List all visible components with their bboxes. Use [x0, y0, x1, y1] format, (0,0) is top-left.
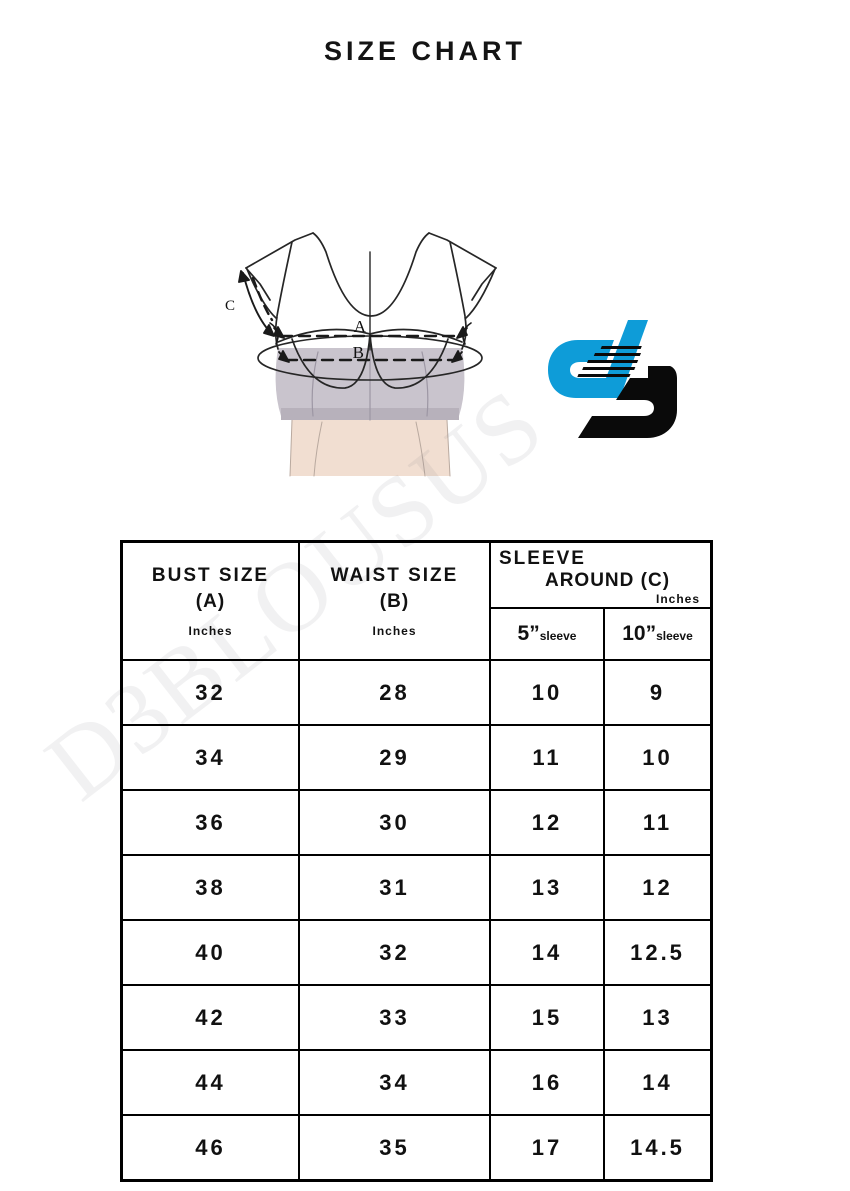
d3-blouse-logo: [536, 306, 686, 456]
logo-speed-stripes: [577, 346, 642, 377]
header-bust-units: Inches: [188, 623, 233, 638]
table-header-row: BUST SIZE (A) Inches WAIST SIZE (B) Inch…: [121, 541, 713, 661]
skin-fill: [290, 420, 450, 476]
sleeve-dashed-line: [251, 276, 274, 322]
table-row: 44 34 16 14: [121, 1049, 713, 1116]
cell-waist: 28: [298, 659, 491, 726]
header-sleeve-5in-value: 5”: [517, 622, 540, 645]
table-row: 38 31 13 12: [121, 854, 713, 921]
header-sleeve-around: SLEEVE AROUND (C) Inches: [488, 541, 713, 609]
cell-sleeve-10in: 11: [602, 789, 713, 856]
table-row: 40 32 14 12.5: [121, 919, 713, 986]
header-bust-main: BUST SIZE: [151, 565, 270, 587]
cell-sleeve-5in: 14: [489, 919, 605, 986]
table-row: 32 28 10 9: [121, 659, 713, 726]
header-bust-size: BUST SIZE (A) Inches: [121, 541, 300, 661]
page-title: SIZE CHART: [324, 36, 526, 66]
table-subheader-row: 5”sleeve 10”sleeve: [122, 607, 713, 661]
cell-sleeve-5in: 13: [489, 854, 605, 921]
size-chart-table: BUST SIZE (A) Inches WAIST SIZE (B) Inch…: [119, 540, 714, 1182]
header-bust-paren: (A): [195, 591, 226, 613]
cell-sleeve-5in: 11: [489, 724, 605, 791]
cell-bust: 46: [121, 1114, 300, 1181]
header-sleeve-10in-label: sleeve: [656, 629, 693, 643]
header-sleeve-10in: 10”sleeve: [602, 607, 713, 661]
table-row: 36 30 12 11: [121, 789, 713, 856]
cell-sleeve-10in: 12.5: [602, 919, 713, 986]
cell-sleeve-5in: 15: [489, 984, 605, 1051]
header-waist-main: WAIST SIZE: [330, 565, 459, 587]
cell-bust: 38: [121, 854, 300, 921]
label-C: C: [225, 298, 235, 314]
cell-sleeve-10in: 12: [602, 854, 713, 921]
label-B: B: [353, 343, 364, 362]
cell-waist: 34: [298, 1049, 491, 1116]
cell-waist: 32: [298, 919, 491, 986]
cell-waist: 35: [298, 1114, 491, 1181]
cell-waist: 30: [298, 789, 491, 856]
label-A: A: [354, 317, 367, 336]
logo-black-shape: [578, 366, 677, 438]
cell-sleeve-5in: 17: [489, 1114, 605, 1181]
cell-sleeve-10in: 9: [602, 659, 713, 726]
size-table-body: 32 28 10 9 34 29 11 10 36 30 12 11 38 31 13 12 40 32 14 12.…: [121, 659, 713, 1181]
cell-bust: 34: [121, 724, 300, 791]
cell-sleeve-5in: 12: [489, 789, 605, 856]
cell-bust: 36: [121, 789, 300, 856]
cell-bust: 44: [121, 1049, 300, 1116]
header-sleeve-line2: AROUND (C): [544, 569, 671, 591]
logo-blue-shape: [548, 320, 648, 398]
table-row: 42 33 15 13: [121, 984, 713, 1051]
cell-sleeve-10in: 14.5: [602, 1114, 713, 1181]
header-waist-units: Inches: [372, 623, 417, 638]
cell-waist: 33: [298, 984, 491, 1051]
blouse-measurement-diagram: A B C: [150, 120, 570, 480]
header-waist-paren: (B): [379, 591, 410, 613]
table-row: 34 29 11 10: [121, 724, 713, 791]
header-sleeve-10in-value: 10”: [622, 622, 657, 645]
cell-sleeve-10in: 13: [602, 984, 713, 1051]
cell-bust: 42: [121, 984, 300, 1051]
cell-waist: 31: [298, 854, 491, 921]
header-sleeve-line1: SLEEVE: [499, 547, 586, 569]
cell-sleeve-5in: 16: [489, 1049, 605, 1116]
header-sleeve-5in: 5”sleeve: [489, 607, 605, 661]
cell-sleeve-10in: 10: [602, 724, 713, 791]
cell-bust: 40: [121, 919, 300, 986]
cell-bust: 32: [121, 659, 300, 726]
size-table: BUST SIZE (A) Inches WAIST SIZE (B) Inch…: [119, 540, 714, 1182]
header-sleeve-5in-label: sleeve: [539, 629, 577, 643]
header-waist-size: WAIST SIZE (B) Inches: [298, 541, 491, 661]
header-sleeve-units: Inches: [656, 592, 701, 607]
cell-waist: 29: [298, 724, 491, 791]
cell-sleeve-5in: 10: [489, 659, 605, 726]
table-row: 46 35 17 14.5: [121, 1114, 713, 1181]
cell-sleeve-10in: 14: [602, 1049, 713, 1116]
